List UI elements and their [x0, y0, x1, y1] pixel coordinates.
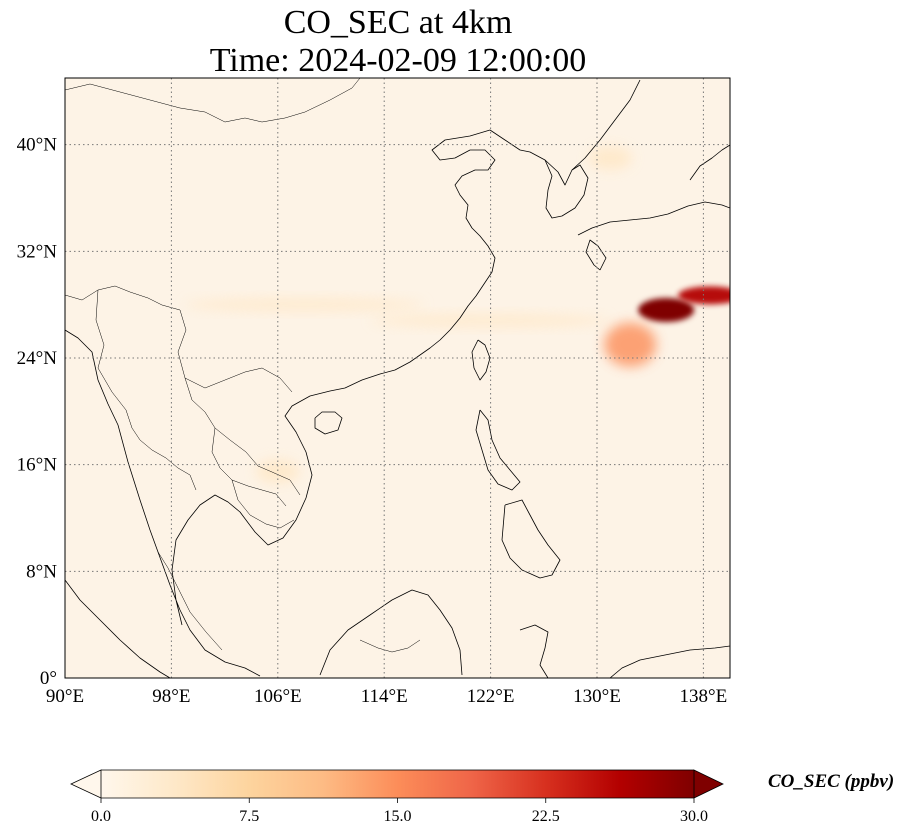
co-field-layer — [184, 146, 730, 484]
colorbar: 0.0 7.5 15.0 22.5 30.0 CO_SEC (ppbv) — [70, 769, 894, 825]
map-frame — [64, 77, 731, 679]
lon-tick-label: 138°E — [680, 686, 728, 707]
lat-tick-label: 40°N — [17, 135, 58, 156]
border-malay-peninsula — [157, 551, 223, 651]
coastline-korea — [544, 159, 589, 219]
colorbar-ticks: 0.0 7.5 15.0 22.5 30.0 — [91, 798, 708, 825]
patch-north-japan-sea — [588, 146, 633, 170]
coastline-taiwan — [471, 339, 491, 381]
plume-east-tail — [678, 286, 730, 305]
zonal-band-east-china-sea — [370, 313, 611, 328]
patch-indochina — [255, 459, 300, 484]
coastline-borneo — [319, 589, 463, 676]
border-myanmar-laos-thailand — [95, 289, 301, 507]
lat-tick-label: 24°N — [17, 348, 58, 369]
colorbar-gradient — [101, 770, 694, 798]
colorbar-extend-min — [70, 769, 102, 799]
colorbar-tick-label: 22.5 — [532, 808, 560, 825]
lat-tick-label: 8°N — [26, 561, 57, 582]
coastline-luzon — [475, 409, 521, 491]
border-china-south — [65, 285, 293, 393]
lat-tick-label: 32°N — [17, 241, 58, 262]
map-title-variable: CO_SEC at 4km — [283, 4, 513, 41]
coastline-sulawesi — [519, 624, 549, 678]
country-border-layer — [65, 78, 421, 653]
coastline-mainland-asia — [65, 79, 641, 677]
colorbar-tick-label: 30.0 — [680, 808, 708, 825]
lon-tick-label: 114°E — [361, 686, 408, 707]
lon-tick-label: 98°E — [152, 686, 190, 707]
lon-tick-label: 106°E — [254, 686, 302, 707]
lon-tick-label: 122°E — [467, 686, 515, 707]
coastline-layer — [65, 79, 730, 678]
lon-tick-label: 90°E — [46, 686, 84, 707]
lat-tick-label: 0° — [40, 668, 57, 689]
border-borneo — [359, 639, 421, 653]
axis-tick-labels: 90°E 98°E 106°E 114°E 122°E 130°E 138°E 0° 8°N 16… — [17, 135, 728, 707]
zonal-band-south-china — [184, 297, 425, 312]
colorbar-label: CO_SEC (ppbv) — [768, 771, 894, 792]
map-title-time: Time: 2024-02-09 12:00:00 — [209, 42, 587, 79]
lat-tick-label: 16°N — [17, 455, 58, 476]
coastline-japan — [577, 144, 730, 271]
gridlines — [65, 78, 730, 678]
coastline-hainan — [314, 411, 343, 435]
lon-tick-label: 130°E — [573, 686, 621, 707]
plume-southwest-tail — [604, 322, 657, 367]
plume-core-east-of-japan-south — [638, 298, 695, 322]
colorbar-tick-label: 15.0 — [384, 808, 412, 825]
colorbar-tick-label: 7.5 — [239, 808, 259, 825]
coastline-mindanao-visayas — [501, 499, 561, 579]
border-china-north — [65, 78, 361, 123]
colorbar-extend-max — [693, 769, 724, 799]
border-vietnam-cambodia — [231, 479, 295, 529]
coastline-sumatra — [65, 579, 171, 678]
map-background — [65, 78, 730, 678]
coastline-new-guinea — [609, 645, 730, 678]
map-area — [64, 77, 731, 679]
colorbar-tick-label: 0.0 — [91, 808, 111, 825]
